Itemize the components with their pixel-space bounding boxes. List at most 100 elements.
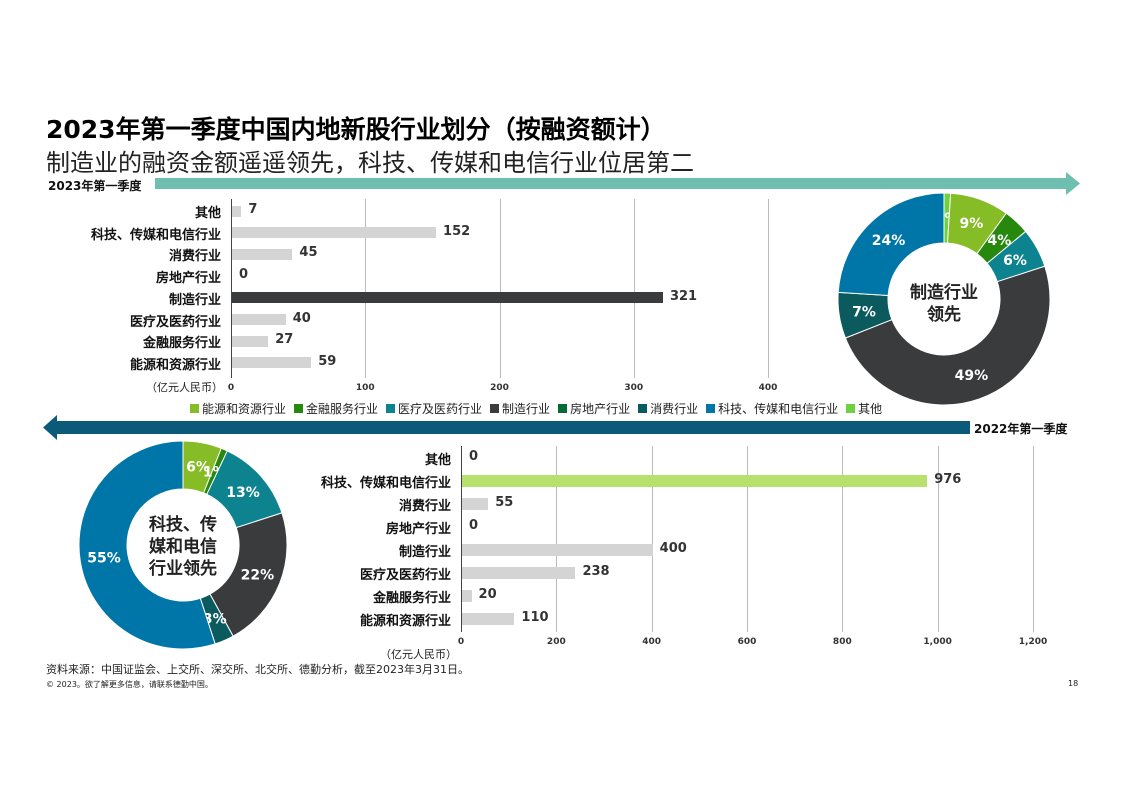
bar2023-value-label: 40 xyxy=(292,310,311,326)
bar2022-value-label: 976 xyxy=(934,472,962,487)
bar2022-category-label: 能源和资源行业 xyxy=(359,614,451,629)
bar2022-tick-label: 1,000 xyxy=(923,637,952,647)
bar2023-bar xyxy=(232,314,286,325)
legend-item-consumer: 消费行业 xyxy=(638,400,698,417)
legend-label-consumer: 消费行业 xyxy=(650,402,699,416)
legend: 能源和资源行业 金融服务行业 医疗及医药行业 制造行业 房地产行业 消费行业 科… xyxy=(190,400,882,417)
bar2023-value-label: 0 xyxy=(239,267,249,283)
bar2022-value-label: 20 xyxy=(478,587,497,602)
legend-swatch-realestate xyxy=(558,404,568,413)
legend-item-tmt: 科技、传媒和电信行业 xyxy=(706,400,838,417)
donut-2023-center-label: 制造行业 领先 xyxy=(898,282,990,326)
bar2023-category-label: 医疗及医药行业 xyxy=(129,314,221,330)
bar2022-value-label: 238 xyxy=(582,564,610,579)
period-label-2023: 2023年第一季度 xyxy=(48,179,142,193)
bar2022-category-label: 金融服务行业 xyxy=(372,591,451,606)
page-subtitle: 制造业的融资金额遥遥领先，科技、传媒和电信行业位居第二 xyxy=(46,149,694,177)
legend-item-medical: 医疗及医药行业 xyxy=(386,400,482,417)
bar2022-category-label: 房地产行业 xyxy=(385,522,451,537)
bar2023-gridline xyxy=(499,199,501,378)
bar2023-category-label: 房地产行业 xyxy=(155,271,221,287)
bar2023-gridline xyxy=(768,199,769,378)
bar2022-tick-label: 800 xyxy=(832,637,852,647)
donut-2022-center-line-1: 科技、传 xyxy=(149,515,217,535)
bar2023-gridline xyxy=(633,199,635,378)
bar2022-bar xyxy=(462,544,653,556)
donut-2022-center-line-2: 媒和电信 xyxy=(149,537,217,557)
pie2023-slice-label: 7% xyxy=(852,305,876,321)
pie2023-slice-label: 24% xyxy=(872,233,906,249)
legend-item-manufacturing: 制造行业 xyxy=(490,400,550,417)
pie2023-slice-label: 9% xyxy=(960,216,984,232)
bar2023-bar xyxy=(232,292,663,304)
bar2022-bar xyxy=(462,567,576,579)
bar2023-value-label: 7 xyxy=(248,202,258,217)
pie2023-slice xyxy=(844,265,1050,405)
bar2023-tick-label: 100 xyxy=(355,383,375,393)
pie2022-slice-label: 13% xyxy=(226,485,260,501)
bar2022-value-label: 400 xyxy=(659,541,687,556)
bar2023-category-label: 金融服务行业 xyxy=(142,336,221,352)
bar-2022-unit: （亿元人民币） xyxy=(380,648,457,661)
page-title: 2023年第一季度中国内地新股行业划分（按融资额计） xyxy=(46,115,666,144)
legend-label-realestate: 房地产行业 xyxy=(570,402,631,416)
legend-label-finance: 金融服务行业 xyxy=(306,402,379,416)
bar2022-tick-label: 200 xyxy=(546,637,566,647)
bar2022-value-label: 0 xyxy=(469,518,479,533)
bar2022-bar xyxy=(462,590,472,602)
donut-chart-2023: 1% 9%4%6%49%7%24% xyxy=(838,193,1050,405)
bar2022-tick-label: 600 xyxy=(737,637,757,647)
bar-2023-unit: （亿元人民币） xyxy=(146,381,223,394)
bar2022-gridline xyxy=(842,446,844,632)
pie2022-slice xyxy=(79,441,216,649)
legend-label-medical: 医疗及医药行业 xyxy=(398,402,483,416)
bar2023-category-label: 科技、传媒和电信行业 xyxy=(90,227,221,243)
bar2022-category-label: 制造行业 xyxy=(398,545,451,560)
bar2023-tick-label: 400 xyxy=(758,383,778,393)
legend-label-energy: 能源和资源行业 xyxy=(202,402,287,416)
donut-2022-center-label: 科技、传 媒和电信 行业领先 xyxy=(136,514,230,580)
legend-label-other: 其他 xyxy=(858,402,883,416)
bar2022-gridline xyxy=(556,446,558,632)
bar2023-bar xyxy=(232,357,312,369)
legend-swatch-consumer xyxy=(638,404,648,413)
period-label-2022: 2022年第一季度 xyxy=(974,422,1068,436)
bar2022-value-label: 55 xyxy=(495,495,514,510)
legend-item-realestate: 房地产行业 xyxy=(558,400,630,417)
pie2022-slice-label: 55% xyxy=(87,551,121,567)
legend-swatch-tmt xyxy=(706,404,716,413)
bar2022-value-label: 0 xyxy=(469,449,479,464)
legend-swatch-energy xyxy=(190,404,199,413)
pie2022-slice-label: 22% xyxy=(241,567,275,583)
bar2023-category-label: 能源和资源行业 xyxy=(129,357,221,373)
donut-chart-2022: 6%1%13%22%3%55% xyxy=(79,441,287,649)
bar2022-category-label: 医疗及医药行业 xyxy=(359,568,451,583)
donut-2023-center-line-1: 制造行业 xyxy=(910,283,978,303)
bar2022-value-label: 110 xyxy=(521,610,549,625)
legend-swatch-other xyxy=(846,404,856,413)
bar2022-gridline xyxy=(461,446,462,632)
pie2023-slice xyxy=(838,193,945,297)
legend-swatch-finance xyxy=(294,404,304,413)
bar2022-category-label: 消费行业 xyxy=(398,499,451,514)
legend-swatch-manufacturing xyxy=(490,404,500,413)
legend-item-energy: 能源和资源行业 xyxy=(190,400,286,417)
bar2023-category-label: 制造行业 xyxy=(168,292,221,308)
bar2022-tick-label: 1,200 xyxy=(1018,637,1048,647)
donut-2023-center-line-2: 领先 xyxy=(927,305,961,325)
bar2023-value-label: 59 xyxy=(318,353,337,369)
bar2023-value-label: 321 xyxy=(669,288,698,304)
page-number: 18 xyxy=(1068,679,1079,688)
bar2023-category-label: 其他 xyxy=(194,206,221,221)
source-note: 资料来源：中国证监会、上交所、深交所、北交所、德勤分析，截至2023年3月31日… xyxy=(46,663,469,676)
bar2023-bar xyxy=(232,227,437,239)
pie2023-slice-label: 4% xyxy=(988,233,1012,249)
bar2023-tick-label: 0 xyxy=(227,383,235,393)
bar2022-gridline xyxy=(747,446,748,632)
bar2022-bar xyxy=(462,475,928,487)
bar2022-bar xyxy=(462,498,489,510)
bar2023-bar xyxy=(232,335,269,347)
arrow-left-shape xyxy=(43,415,970,440)
